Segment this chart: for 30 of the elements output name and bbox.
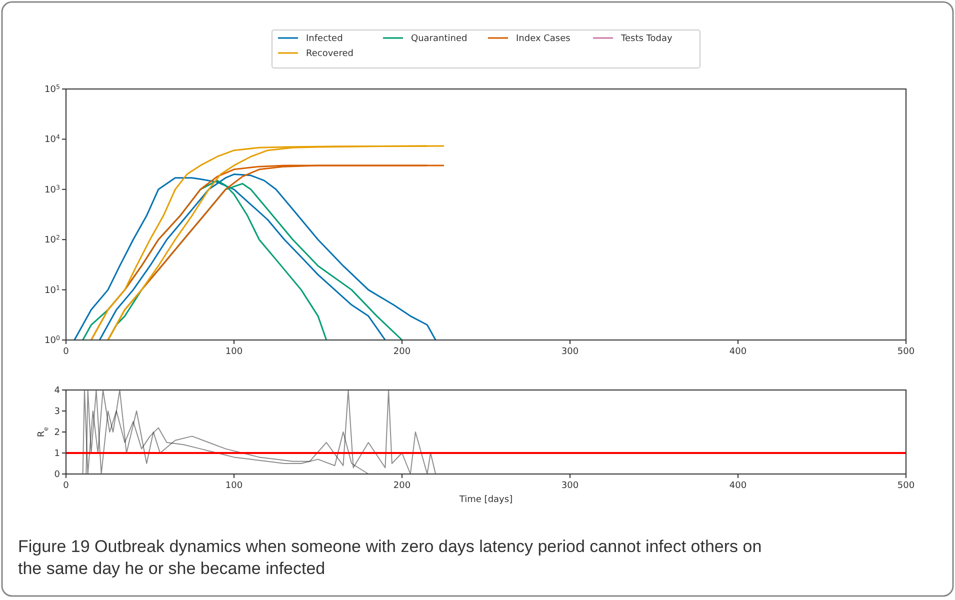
x-tick-label: 100 [225, 347, 243, 357]
y-tick-label: 1 [54, 449, 60, 459]
y-tick-label: 10$^{2}$ [44, 234, 60, 246]
y-tick-label: 10$^{0}$ [44, 334, 60, 346]
x-tick-label: 100 [225, 481, 243, 491]
y-tick-label: 2 [54, 428, 60, 438]
y-tick-label: 4 [54, 386, 60, 396]
y-tick-label: 3 [54, 407, 60, 417]
y-tick-label: 10$^{4}$ [44, 134, 60, 146]
legend-label: Tests Today [620, 34, 673, 44]
x-tick-label: 0 [63, 347, 70, 357]
caption: Figure 19 Outbreak dynamics when someone with zero days latency period cannot infect others on the same day he or she became infected [18, 537, 762, 578]
y-tick-label: 0 [54, 470, 60, 480]
legend-label: Infected [306, 34, 343, 44]
x-axis-title: Time [days] [458, 495, 513, 505]
x-tick-label: 200 [393, 481, 411, 491]
x-tick-label: 0 [63, 481, 70, 491]
y-tick-label: 10$^{1}$ [44, 284, 60, 296]
legend-label: Quarantined [411, 34, 468, 44]
legend-label: Index Cases [516, 34, 571, 44]
y-tick-label: 10$^{3}$ [44, 184, 60, 196]
legend-label: Recovered [306, 49, 354, 59]
y-tick-label: 10$^{5}$ [44, 84, 60, 95]
x-tick-label: 300 [561, 347, 579, 357]
x-tick-label: 300 [561, 481, 579, 491]
x-tick-label: 400 [729, 347, 747, 357]
x-tick-label: 500 [897, 347, 915, 357]
x-tick-label: 500 [897, 481, 915, 491]
x-tick-label: 400 [729, 481, 747, 491]
x-tick-label: 200 [393, 347, 411, 357]
